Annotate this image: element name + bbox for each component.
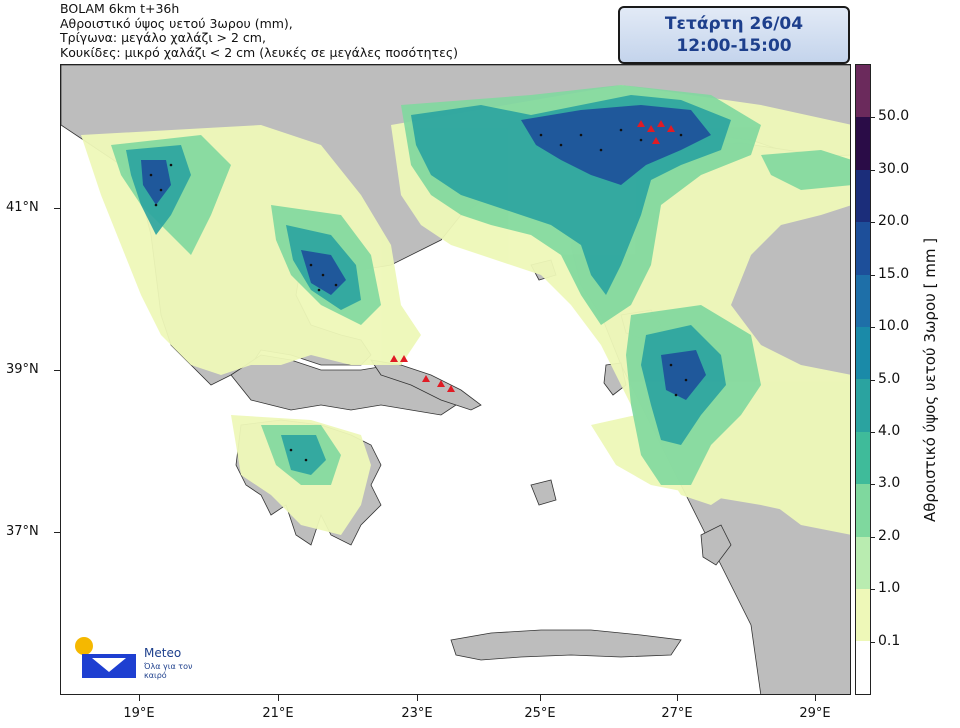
- colorbar-label: 0.1: [878, 632, 901, 649]
- colorbar-label: 50.0: [878, 108, 910, 125]
- dot-legend-text: Κουκίδες: μικρό χαλάζι < 2 cm (λευκές σε…: [60, 44, 459, 60]
- colorbar-label: 5.0: [878, 370, 901, 387]
- colorbar-title: Αθροιστικό ύψος υετού 3ωρου [ mm ]: [921, 237, 939, 523]
- lon-label-25: 25°E: [524, 706, 556, 721]
- colorbar-tick: [871, 589, 875, 591]
- colorbar: [855, 64, 871, 695]
- colorbar-segment: [856, 117, 870, 170]
- forecast-time-range: 12:00-15:00: [676, 36, 792, 56]
- colorbar-segment: [856, 536, 870, 590]
- colorbar-segment: [856, 222, 870, 275]
- lon-label-19: 19°E: [123, 706, 155, 721]
- forecast-day: Τετάρτη 26/04: [664, 14, 804, 34]
- colorbar-label: 4.0: [878, 422, 901, 439]
- colorbar-segment: [856, 327, 870, 380]
- colorbar-segment: [856, 484, 870, 537]
- logo-name: Meteo: [144, 646, 182, 660]
- colorbar-tick: [871, 431, 875, 433]
- colorbar-label: 15.0: [878, 265, 910, 282]
- lat-tick-mark: [54, 370, 60, 371]
- map-canvas: [61, 65, 850, 694]
- lon-label-23: 23°E: [401, 706, 433, 721]
- crete: [450, 629, 682, 661]
- lat-tick-mark: [54, 532, 60, 533]
- variable-description: Αθροιστικό ύψος υετού 3ωρου (mm),: [60, 15, 293, 31]
- colorbar-label: 3.0: [878, 475, 901, 492]
- lon-tick-mark: [815, 695, 816, 701]
- colorbar-label: 1.0: [878, 580, 901, 597]
- lon-label-29: 29°E: [799, 706, 831, 721]
- large-hail-triangles: [390, 120, 675, 392]
- triangle-legend-text: Τρίγωνα: μεγάλο χαλάζι > 2 cm,: [60, 30, 266, 45]
- lon-tick-mark: [677, 695, 678, 701]
- colorbar-label: 20.0: [878, 213, 910, 230]
- lat-label-37: 37°N: [6, 524, 39, 539]
- colorbar-segment: [856, 65, 870, 118]
- lat-tick-mark: [54, 208, 60, 209]
- colorbar-label: 30.0: [878, 160, 910, 177]
- lat-label-39: 39°N: [6, 362, 39, 377]
- colorbar-tick: [871, 484, 875, 486]
- colorbar-segment: [856, 379, 870, 432]
- model-title: BOLAM 6km t+36h: [60, 1, 180, 16]
- precipitation-map: [60, 64, 851, 695]
- meteo-logo-icon: [75, 637, 136, 678]
- map-header: BOLAM 6km t+36h Αθροιστικό ύψος υετού 3ω…: [60, 1, 459, 60]
- colorbar-segment: [856, 641, 870, 694]
- colorbar-tick: [871, 169, 875, 171]
- colorbar-segment: [856, 589, 870, 642]
- lon-tick-mark: [540, 695, 541, 701]
- colorbar-tick: [871, 327, 875, 329]
- lon-label-21: 21°E: [262, 706, 294, 721]
- lat-label-41: 41°N: [6, 200, 39, 215]
- lon-label-27: 27°E: [661, 706, 693, 721]
- colorbar-tick: [871, 379, 875, 381]
- colorbar-segment: [856, 274, 870, 328]
- lon-tick-mark: [278, 695, 279, 701]
- lon-tick-mark: [417, 695, 418, 701]
- colorbar-segment: [856, 169, 870, 223]
- colorbar-label: 2.0: [878, 527, 901, 544]
- colorbar-label: 10.0: [878, 318, 910, 335]
- forecast-date-box: Τετάρτη 26/04 12:00-15:00: [618, 6, 850, 64]
- lon-tick-mark: [139, 695, 140, 701]
- evia: [370, 359, 482, 411]
- colorbar-tick: [871, 117, 875, 119]
- colorbar-tick: [871, 536, 875, 538]
- rhodes: [700, 524, 732, 566]
- small-hail-dots: [149, 123, 688, 462]
- logo-tagline: Όλα για τον καιρό: [144, 662, 193, 680]
- colorbar-tick: [871, 274, 875, 276]
- naxos: [530, 479, 557, 506]
- colorbar-tick: [871, 222, 875, 224]
- colorbar-tick: [871, 641, 875, 643]
- colorbar-segment: [856, 431, 870, 485]
